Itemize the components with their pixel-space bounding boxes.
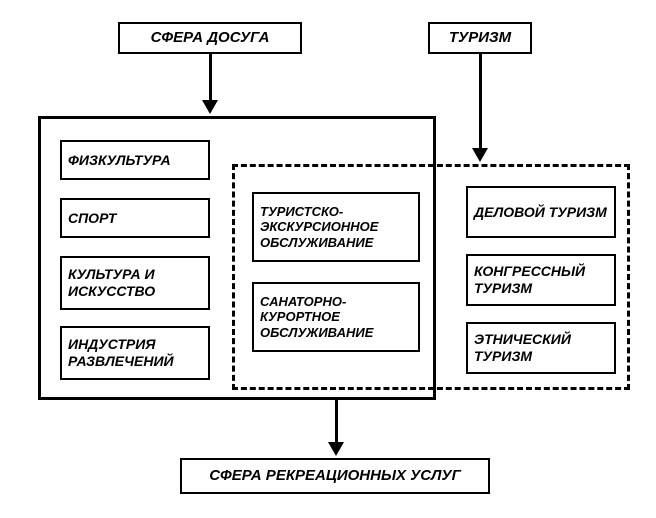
node-label: САНАТОРНО-КУРОРТНОЕ ОБСЛУЖИВАНИЕ — [260, 294, 412, 341]
arrow-down-icon — [202, 100, 218, 114]
edge-leisure-to-container — [209, 54, 212, 102]
node-sport: СПОРТ — [60, 198, 210, 238]
node-label: СПОРТ — [68, 210, 116, 227]
node-label: ТУРИСТСКО-ЭКСКУРСИОННОЕ ОБСЛУЖИВАНИЕ — [260, 204, 412, 251]
node-tourism: ТУРИЗМ — [428, 22, 532, 54]
node-business-tourism: ДЕЛОВОЙ ТУРИЗМ — [466, 186, 616, 238]
arrow-down-icon — [472, 148, 488, 162]
edge-tourism-to-container — [479, 54, 482, 150]
node-label: СФЕРА РЕКРЕАЦИОННЫХ УСЛУГ — [209, 467, 461, 485]
node-label: ДЕЛОВОЙ ТУРИЗМ — [474, 204, 607, 221]
node-label: ТУРИЗМ — [449, 29, 511, 47]
node-label: ИНДУСТРИЯ РАЗВЛЕЧЕНИЙ — [68, 336, 202, 370]
node-label: КОНГРЕССНЫЙ ТУРИЗМ — [474, 263, 608, 297]
node-label: СФЕРА ДОСУГА — [151, 29, 270, 47]
node-fizkultura: ФИЗКУЛЬТУРА — [60, 140, 210, 180]
node-culture-art: КУЛЬТУРА И ИСКУССТВО — [60, 256, 210, 310]
diagram-canvas: { "meta": { "type": "flowchart", "width"… — [0, 0, 656, 518]
node-entertainment-industry: ИНДУСТРИЯ РАЗВЛЕЧЕНИЙ — [60, 326, 210, 380]
node-tourist-excursion-service: ТУРИСТСКО-ЭКСКУРСИОННОЕ ОБСЛУЖИВАНИЕ — [252, 192, 420, 262]
node-label: ФИЗКУЛЬТУРА — [68, 152, 171, 169]
node-ethnic-tourism: ЭТНИЧЕСКИЙ ТУРИЗМ — [466, 322, 616, 374]
arrow-down-icon — [328, 442, 344, 456]
node-congress-tourism: КОНГРЕССНЫЙ ТУРИЗМ — [466, 254, 616, 306]
node-recreational-services-sphere: СФЕРА РЕКРЕАЦИОННЫХ УСЛУГ — [180, 458, 490, 494]
node-sanatorium-resort-service: САНАТОРНО-КУРОРТНОЕ ОБСЛУЖИВАНИЕ — [252, 282, 420, 352]
edge-to-bottom — [335, 400, 338, 444]
node-label: КУЛЬТУРА И ИСКУССТВО — [68, 266, 202, 300]
node-leisure-sphere: СФЕРА ДОСУГА — [118, 22, 302, 54]
node-label: ЭТНИЧЕСКИЙ ТУРИЗМ — [474, 331, 608, 365]
